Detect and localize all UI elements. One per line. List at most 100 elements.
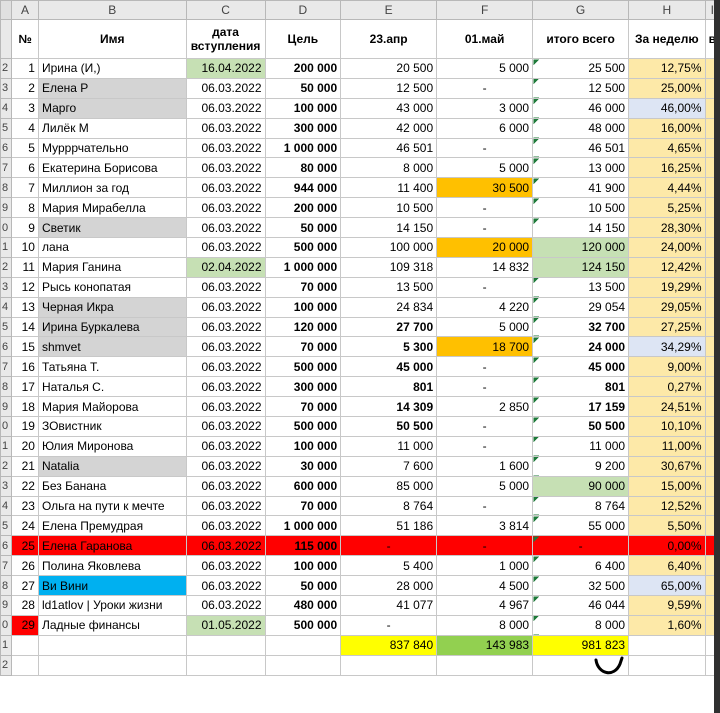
cell-number[interactable]: 11 (11, 256, 39, 278)
cell-number[interactable]: 29 (11, 614, 39, 636)
cell-name[interactable]: Татьяна Т. (37, 356, 187, 378)
row-number[interactable]: 2 (0, 256, 13, 278)
cell-apr23[interactable]: 801 (340, 376, 438, 398)
cell-may01[interactable]: 4 967 (436, 595, 534, 616)
cell-name[interactable]: Екатерина Борисова (37, 157, 187, 179)
cell-apr23[interactable]: 51 186 (340, 515, 438, 537)
cell-date[interactable]: 02.04.2022 (185, 256, 266, 278)
cell-number[interactable]: 15 (11, 336, 39, 358)
row-number[interactable]: 2 (0, 455, 13, 477)
header-number[interactable]: № (11, 19, 39, 59)
empty-cell[interactable] (340, 654, 438, 676)
cell-total[interactable]: 25 500 (532, 58, 630, 79)
row-number[interactable]: 9 (0, 595, 13, 616)
cell-total[interactable]: 124 150 (532, 256, 630, 278)
cell-date[interactable]: 06.03.2022 (185, 555, 266, 577)
cell-name[interactable]: Ладные финансы (37, 614, 187, 636)
cell-week[interactable]: 27,25% (628, 316, 706, 338)
cell-may01[interactable]: - (436, 416, 534, 437)
empty-cell[interactable] (628, 654, 706, 676)
cell-goal[interactable]: 100 000 (264, 97, 342, 119)
cell-date[interactable]: 01.05.2022 (185, 614, 266, 636)
cell-apr23[interactable]: 27 700 (340, 316, 438, 338)
cell-apr23[interactable]: 11 400 (340, 177, 438, 199)
cell-name[interactable]: Елена Гаранова (37, 535, 187, 557)
cell-week[interactable]: 24,00% (628, 237, 706, 258)
cell-date[interactable]: 06.03.2022 (185, 495, 266, 517)
header-may01[interactable]: 01.май (436, 19, 534, 59)
cell-apr23[interactable]: 13 500 (340, 276, 438, 298)
cell-goal[interactable]: 300 000 (264, 117, 342, 139)
cell-total[interactable]: 32 500 (532, 575, 630, 597)
cell-may01[interactable]: 5 000 (436, 316, 534, 338)
cell-date[interactable]: 06.03.2022 (185, 396, 266, 418)
row-number[interactable]: 9 (0, 197, 13, 219)
cell-goal[interactable]: 1 000 000 (264, 137, 342, 159)
cell-date[interactable]: 06.03.2022 (185, 137, 266, 159)
cell-apr23[interactable]: 10 500 (340, 197, 438, 219)
cell-name[interactable]: ld1atlov | Уроки жизни (37, 595, 187, 616)
empty-cell[interactable] (185, 634, 266, 656)
cell-week[interactable]: 0,00% (628, 535, 706, 557)
cell-week[interactable]: 4,65% (628, 137, 706, 159)
cell-number[interactable]: 23 (11, 495, 39, 517)
cell-may01[interactable]: - (436, 137, 534, 159)
row-number[interactable]: 7 (0, 555, 13, 577)
row-number[interactable]: 9 (0, 396, 13, 418)
cell-goal[interactable]: 70 000 (264, 276, 342, 298)
cell-week[interactable]: 9,59% (628, 595, 706, 616)
cell-apr23[interactable]: 50 500 (340, 416, 438, 437)
row-number[interactable]: 7 (0, 356, 13, 378)
cell-total[interactable]: 17 159 (532, 396, 630, 418)
empty-cell[interactable] (185, 654, 266, 676)
cell-apr23[interactable]: 100 000 (340, 237, 438, 258)
cell-may01[interactable]: 4 220 (436, 296, 534, 318)
cell-number[interactable]: 25 (11, 535, 39, 557)
cell-goal[interactable]: 100 000 (264, 296, 342, 318)
cell-goal[interactable]: 1 000 000 (264, 256, 342, 278)
cell-name[interactable]: Мария Ганина (37, 256, 187, 278)
cell-name[interactable]: Ирина (И,) (37, 58, 187, 79)
cell-goal[interactable]: 120 000 (264, 316, 342, 338)
empty-cell[interactable] (11, 654, 39, 676)
empty-cell[interactable] (37, 654, 187, 676)
cell-number[interactable]: 10 (11, 237, 39, 258)
cell-number[interactable]: 20 (11, 435, 39, 457)
select-all-corner[interactable] (0, 0, 13, 20)
cell-week[interactable]: 30,67% (628, 455, 706, 477)
cell-goal[interactable]: 70 000 (264, 495, 342, 517)
cell-goal[interactable]: 600 000 (264, 475, 342, 497)
row-number[interactable]: 5 (0, 515, 13, 537)
cell-week[interactable]: 15,00% (628, 475, 706, 497)
column-header-b[interactable]: B (37, 0, 187, 20)
cell-total[interactable]: 55 000 (532, 515, 630, 537)
cell-goal[interactable]: 100 000 (264, 435, 342, 457)
cell-apr23[interactable]: 45 000 (340, 356, 438, 378)
cell-may01[interactable]: 6 000 (436, 117, 534, 139)
row-number[interactable]: 4 (0, 97, 13, 119)
cell-week[interactable]: 5,50% (628, 515, 706, 537)
cell-goal[interactable]: 500 000 (264, 614, 342, 636)
cell-date[interactable]: 06.03.2022 (185, 575, 266, 597)
cell-name[interactable]: Мария Мирабелла (37, 197, 187, 219)
cell-may01[interactable]: 3 814 (436, 515, 534, 537)
cell-total[interactable]: 46 044 (532, 595, 630, 616)
cell-week[interactable]: 1,60% (628, 614, 706, 636)
cell-total[interactable]: 90 000 (532, 475, 630, 497)
cell-total[interactable]: 8 764 (532, 495, 630, 517)
row-number[interactable]: 3 (0, 475, 13, 497)
row-number[interactable]: 5 (0, 117, 13, 139)
cell-date[interactable]: 06.03.2022 (185, 217, 266, 239)
cell-week[interactable]: 0,27% (628, 376, 706, 398)
cell-total[interactable]: 45 000 (532, 356, 630, 378)
cell-date[interactable]: 06.03.2022 (185, 515, 266, 537)
cell-total[interactable]: 8 000 (532, 614, 630, 636)
cell-apr23[interactable]: 85 000 (340, 475, 438, 497)
row-number[interactable]: 8 (0, 177, 13, 199)
cell-goal[interactable]: 70 000 (264, 396, 342, 418)
cell-name[interactable]: Елена Премудрая (37, 515, 187, 537)
cell-number[interactable]: 28 (11, 595, 39, 616)
cell-total[interactable]: 10 500 (532, 197, 630, 219)
cell-apr23[interactable]: 46 501 (340, 137, 438, 159)
cell-apr23[interactable]: 5 300 (340, 336, 438, 358)
